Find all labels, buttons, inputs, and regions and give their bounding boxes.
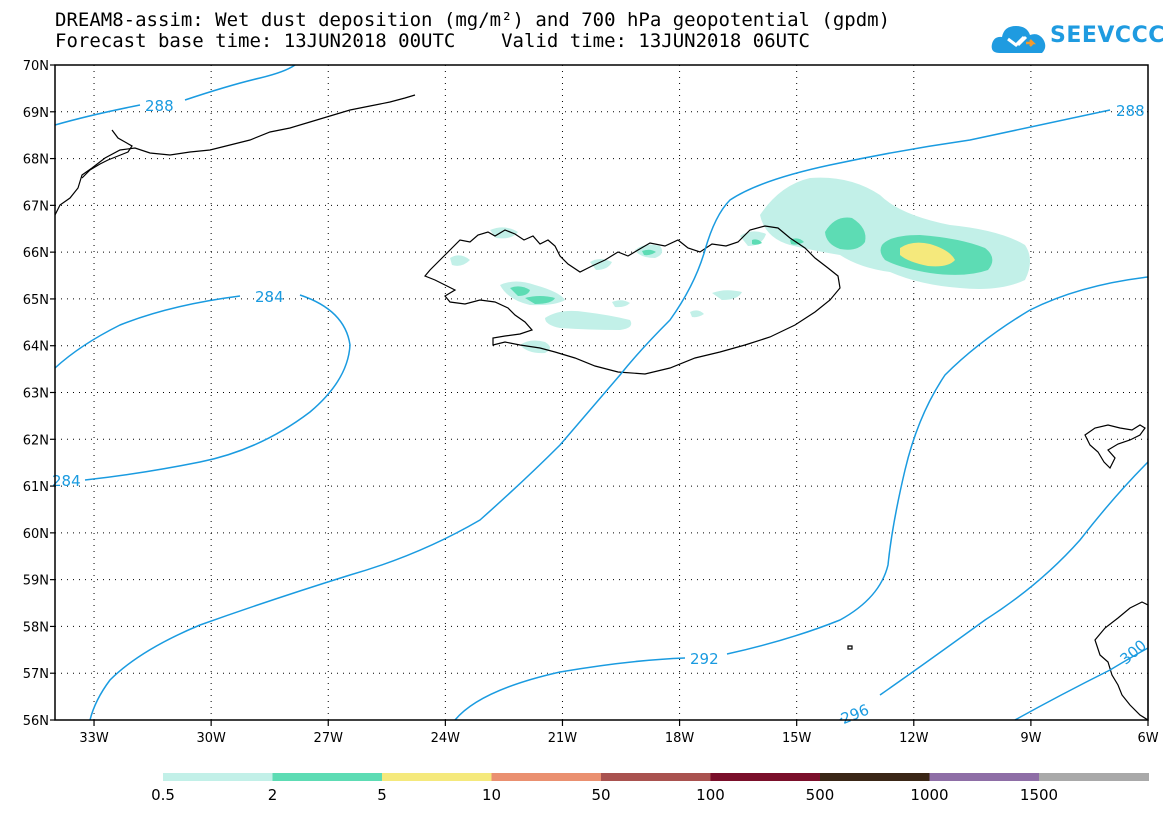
dust-area-west-6 xyxy=(490,227,518,239)
scotland-coastline xyxy=(1094,601,1149,722)
contour-label-284-top: 284 xyxy=(255,288,284,306)
lon-tick-label: 9W xyxy=(1020,731,1041,746)
dust-area-south-1 xyxy=(690,310,704,318)
map-title: DREAM8-assim: Wet dust deposition (mg/m²… xyxy=(55,9,891,31)
contour-296 xyxy=(839,461,1149,721)
faroe-coastline xyxy=(1084,424,1146,470)
coastlines xyxy=(54,94,1149,722)
lon-tick-label: 12W xyxy=(899,731,929,746)
lat-tick-label: 63N xyxy=(23,387,49,402)
lat-tick-label: 58N xyxy=(23,620,49,635)
dust-area-west-1 xyxy=(545,310,632,330)
rockall-islet xyxy=(847,645,853,650)
dust-area-north-3 xyxy=(590,259,612,270)
dust-deposition-shading xyxy=(450,177,1030,354)
color-legend: 0.5 2 5 10 50 100 500 1000 1500 xyxy=(151,773,1149,804)
lat-tick-label: 70N xyxy=(23,59,49,74)
lat-tick-label: 67N xyxy=(23,199,49,214)
contour-label-296: 296 xyxy=(838,701,871,728)
lat-tick-label: 62N xyxy=(23,433,49,448)
dust-area-west-7 xyxy=(450,255,470,266)
legend-label: 5 xyxy=(377,786,387,804)
lon-tick-label: 30W xyxy=(196,731,226,746)
lat-tick-label: 57N xyxy=(23,667,49,682)
dust-area-west-3 xyxy=(510,286,530,296)
contour-label-288-nw: 288 xyxy=(145,97,174,115)
lon-tick-label: 33W xyxy=(79,731,109,746)
legend-label: 100 xyxy=(696,786,725,804)
lat-tick-label: 68N xyxy=(23,153,49,168)
dust-area-north-4 xyxy=(712,290,742,300)
lat-tick-label: 64N xyxy=(23,340,49,355)
contour-label-284-left: 284 xyxy=(52,472,81,490)
dust-area-north-2 xyxy=(642,249,656,256)
dust-area-east-high xyxy=(900,242,955,267)
legend-swatch xyxy=(491,773,602,781)
greenland-coastline xyxy=(54,94,416,216)
dust-area-west-4 xyxy=(525,296,555,304)
grid-lines xyxy=(55,65,1148,720)
seevccc-logo: SEEVCCC xyxy=(990,19,1164,59)
legend-swatch xyxy=(1039,773,1149,781)
contour-288-northwest xyxy=(54,64,296,126)
lat-tick-label: 66N xyxy=(23,246,49,261)
greenland-coast-detail xyxy=(81,129,133,179)
geopotential-contours xyxy=(54,64,1149,721)
lat-tick-label: 60N xyxy=(23,527,49,542)
legend-swatch xyxy=(820,773,930,781)
legend-swatch xyxy=(163,773,273,781)
contour-284-closed xyxy=(54,294,351,481)
legend-label: 50 xyxy=(591,786,610,804)
lat-tick-label: 69N xyxy=(23,106,49,121)
lon-tick-label: 15W xyxy=(782,731,812,746)
lon-tick-label: 24W xyxy=(431,731,461,746)
dust-area-east-medium-2 xyxy=(825,217,866,250)
legend-label: 2 xyxy=(268,786,278,804)
contour-300 xyxy=(1014,647,1149,721)
cloud-icon xyxy=(991,26,1046,53)
dust-area-east-light xyxy=(760,177,1030,289)
legend-swatch xyxy=(929,773,1040,781)
dust-area-north-7 xyxy=(752,239,762,245)
contour-label-292: 292 xyxy=(690,650,719,668)
lon-tick-label: 18W xyxy=(665,731,695,746)
dust-area-north-5 xyxy=(612,300,630,308)
contour-label-288-ne: 288 xyxy=(1116,102,1145,120)
lat-tick-label: 56N xyxy=(23,714,49,729)
lon-tick-label: 6W xyxy=(1137,731,1158,746)
legend-label: 0.5 xyxy=(151,786,175,804)
map-subtitle: Forecast base time: 13JUN2018 00UTC Vali… xyxy=(55,30,810,52)
legend-swatch xyxy=(382,773,492,781)
legend-label: 1000 xyxy=(910,786,948,804)
lat-tick-label: 65N xyxy=(23,293,49,308)
map-axes: 33W 30W 27W 24W 21W 18W 15W 12W 9W 6W 70N 69N 68N 67N… xyxy=(23,59,1159,746)
logo-text: SEEVCCC xyxy=(1050,23,1165,48)
legend-label: 500 xyxy=(806,786,835,804)
contour-288-main xyxy=(89,109,1111,721)
legend-label: 1500 xyxy=(1020,786,1058,804)
legend-swatch xyxy=(710,773,821,781)
legend-swatch xyxy=(601,773,711,781)
lon-tick-label: 27W xyxy=(314,731,344,746)
lon-tick-label: 21W xyxy=(548,731,578,746)
lat-tick-label: 59N xyxy=(23,574,49,589)
legend-label: 10 xyxy=(482,786,501,804)
iceland-coastline xyxy=(424,225,841,375)
contour-292 xyxy=(454,276,1149,721)
legend-swatch xyxy=(272,773,383,781)
lat-tick-label: 61N xyxy=(23,480,49,495)
